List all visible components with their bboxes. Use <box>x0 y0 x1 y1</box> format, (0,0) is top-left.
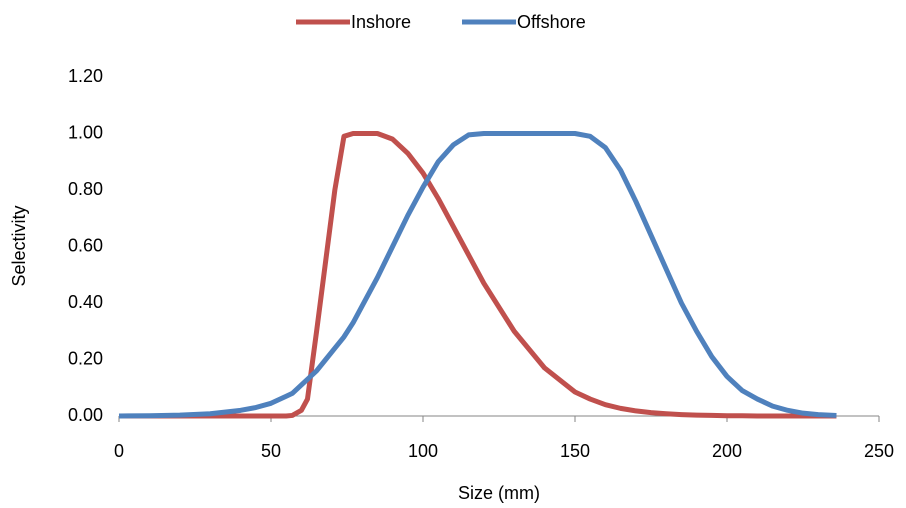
x-tick-label: 200 <box>712 441 742 461</box>
x-tick-label: 250 <box>864 441 894 461</box>
y-axis-title: Selectivity <box>9 205 29 286</box>
y-tick-label: 0.60 <box>68 235 103 255</box>
legend-label: Offshore <box>517 12 586 32</box>
x-axis-title: Size (mm) <box>458 483 540 503</box>
x-tick-label: 100 <box>408 441 438 461</box>
series-line <box>119 131 837 419</box>
y-tick-label: 1.00 <box>68 122 103 142</box>
y-tick-label: 0.20 <box>68 348 103 368</box>
y-tick-label: 0.40 <box>68 292 103 312</box>
x-tick-label: 50 <box>261 441 281 461</box>
legend-label: Inshore <box>351 12 411 32</box>
y-tick-label: 1.20 <box>68 66 103 86</box>
series-line <box>118 131 837 419</box>
y-tick-label: 0.80 <box>68 179 103 199</box>
x-tick-label: 0 <box>114 441 124 461</box>
y-tick-label: 0.00 <box>68 405 103 425</box>
x-tick-label: 150 <box>560 441 590 461</box>
